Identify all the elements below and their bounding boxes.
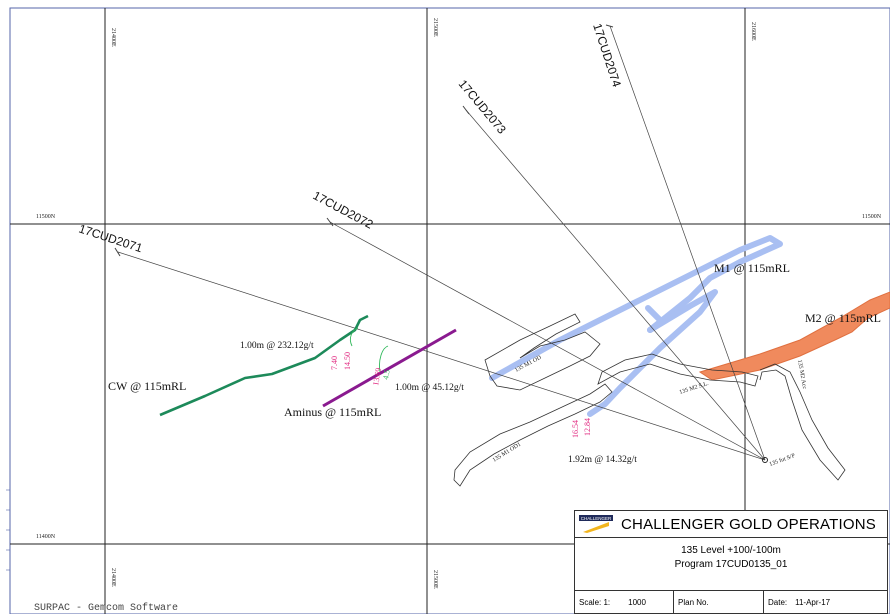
intercept-label-3: 1.92m @ 14.32g/t <box>568 455 637 465</box>
plan-no-label: Plan No. <box>678 597 709 607</box>
drillhole-collar-marks <box>114 24 614 257</box>
assay-curve-green-2 <box>349 327 359 347</box>
cw-lode-trace <box>159 314 369 417</box>
easting-label-bottom-2: 21500E <box>432 570 438 589</box>
lode-label-m1: M1 @ 115mRL <box>714 261 790 275</box>
drillhole-label-17cud2072: 17CUD2072 <box>311 188 376 232</box>
assay-value-c2: 12.84 <box>583 418 592 436</box>
drillhole-label-17cud2074: 17CUD2074 <box>590 22 624 89</box>
easting-label-top-3: 21600E <box>750 22 756 41</box>
assay-value-c1: 16.54 <box>571 420 580 438</box>
title-block-footer: Scale: 1: 1000 Plan No. Date: 11-Apr-17 <box>575 591 887 613</box>
lode-label-aminus: Aminus @ 115mRL <box>284 405 381 419</box>
underground-drives <box>453 313 846 487</box>
left-margin-ticks <box>6 489 10 571</box>
scale-value: 1000 <box>628 597 646 607</box>
program-text: Program 17CUD0135_01 <box>674 559 788 570</box>
drive-label-m2-acc: 135 M2 Acc <box>796 359 807 390</box>
easting-label-bottom-1: 21400E <box>110 568 116 587</box>
m1-lode-shape <box>489 235 783 417</box>
assay-value-b2: 4.5 <box>381 369 392 380</box>
drillhole-label-17cud2071: 17CUD2071 <box>77 222 144 256</box>
company-title: CHALLENGER GOLD OPERATIONS <box>621 515 876 533</box>
intercept-label-2: 1.00m @ 45.12g/t <box>395 383 464 393</box>
drillhole-17cud2071-trace <box>117 251 766 461</box>
scale-cell: Scale: 1: 1000 <box>575 591 673 613</box>
drive-label-sp: 135 fut S/P <box>768 452 796 468</box>
drive-label-m2-sl: 135 M2 S.L. <box>679 381 710 396</box>
drillhole-17cud2074-trace <box>609 25 766 461</box>
northing-label-upper-right: 11500N <box>862 214 882 220</box>
assay-value-a1: 7.40 <box>330 356 339 370</box>
intercept-label-1: 1.00m @ 232.12g/t <box>240 341 314 351</box>
assay-value-a2: 14.50 <box>343 352 352 370</box>
software-footer: SURPAC - Gemcom Software <box>34 603 179 614</box>
easting-label-top-2: 21500E <box>432 18 438 37</box>
svg-text:CHALLENGER: CHALLENGER <box>581 516 612 521</box>
drill-platform-marker <box>762 457 768 463</box>
plan-no-cell: Plan No. <box>673 591 763 613</box>
easting-label-top-1: 21400E <box>110 28 116 47</box>
title-block: CHALLENGER CHALLENGER GOLD OPERATIONS 13… <box>574 510 888 614</box>
aminus-lode-trace <box>322 328 457 408</box>
m2-lode-shape <box>698 291 890 381</box>
date-value: 11-Apr-17 <box>795 597 831 607</box>
date-cell: Date: 11-Apr-17 <box>763 591 887 613</box>
drillhole-17cud2072-trace <box>329 221 766 461</box>
scale-label: Scale: 1: <box>579 597 611 607</box>
challenger-logo-icon: CHALLENGER <box>579 514 613 534</box>
northing-label-upper-left: 11500N <box>36 214 56 220</box>
date-label: Date: <box>768 597 788 607</box>
drillhole-traces <box>117 25 766 461</box>
northing-label-lower-left: 11400N <box>36 534 56 540</box>
assay-curve-green <box>379 345 389 373</box>
plan-description: 135 Level +100/-100m Program 17CUD0135_0… <box>575 538 887 591</box>
drillhole-17cud2073-trace <box>465 109 766 461</box>
lode-label-cw: CW @ 115mRL <box>108 379 186 393</box>
lode-label-m2: M2 @ 115mRL <box>805 311 881 325</box>
plan-border <box>9 7 890 614</box>
title-block-header: CHALLENGER CHALLENGER GOLD OPERATIONS <box>575 511 887 538</box>
assay-value-b1: 13.69 <box>371 367 383 386</box>
level-text: 135 Level +100/-100m <box>681 545 781 556</box>
